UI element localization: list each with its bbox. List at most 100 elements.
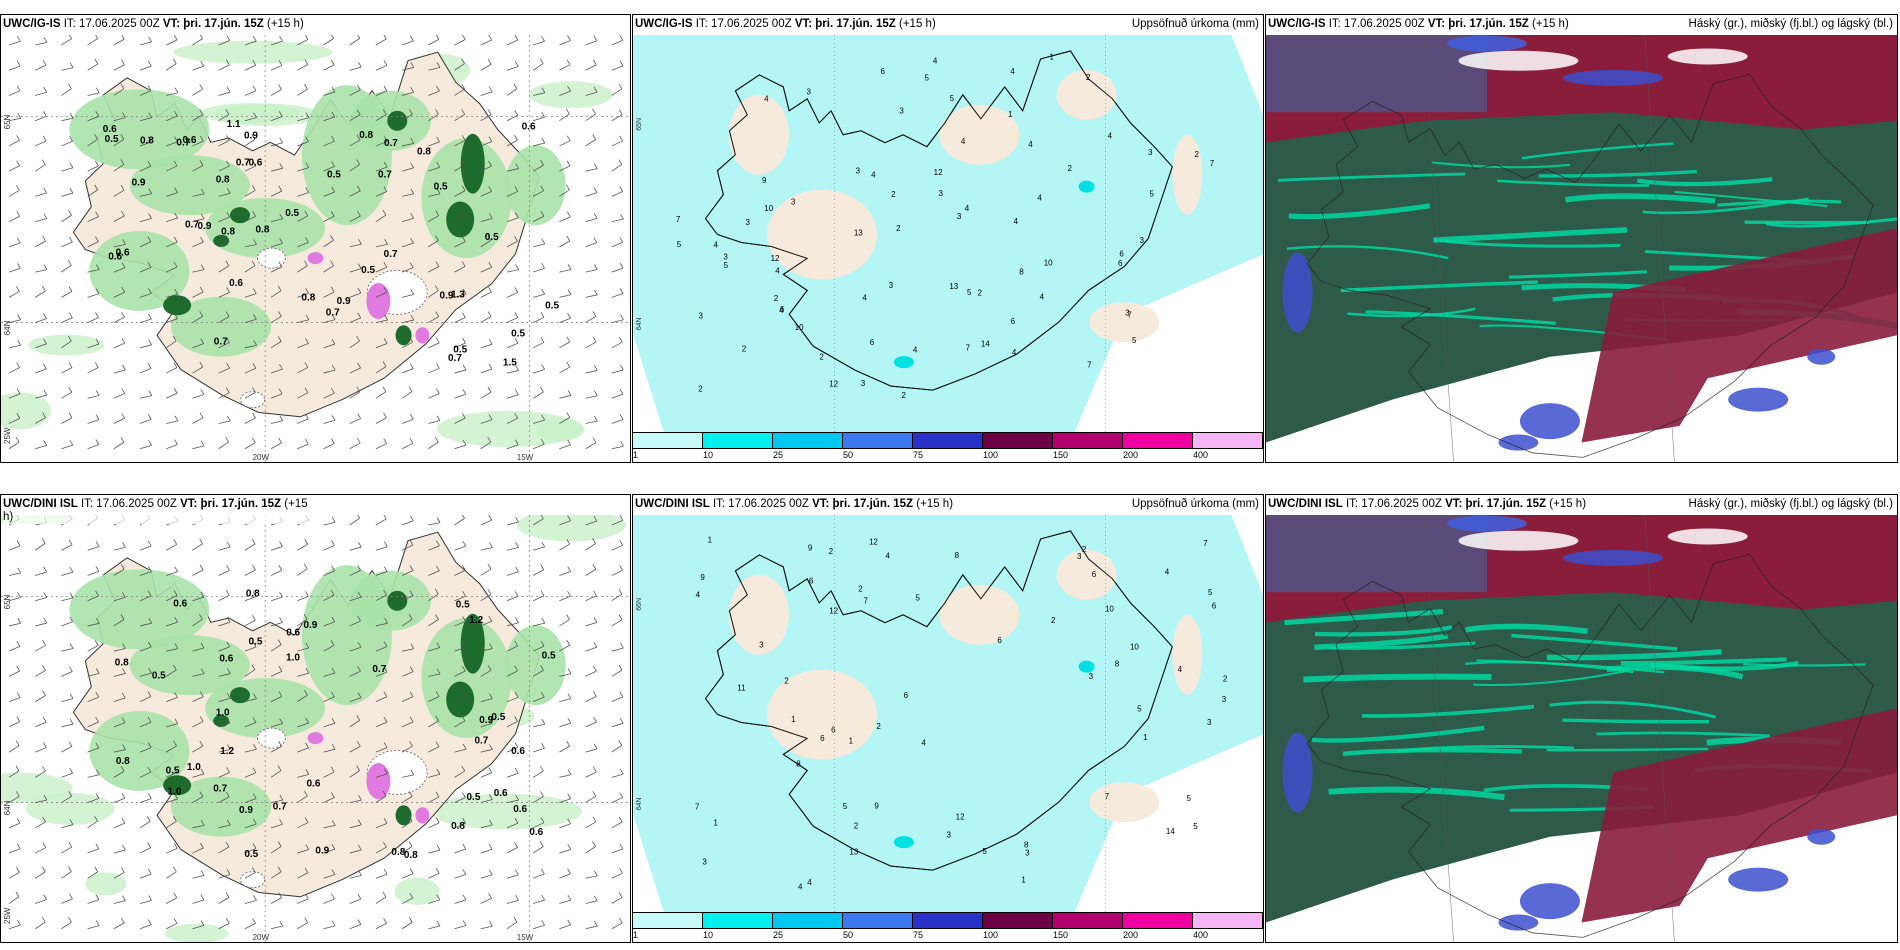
wind-value-label: 0.8: [115, 658, 129, 669]
precip-value-label: 10: [1130, 642, 1139, 651]
precip-value-label: 7: [966, 343, 971, 352]
lat-label-64n: 64N: [3, 320, 12, 335]
precip-value-label: 13: [949, 282, 958, 291]
lon-label-15w: 15W: [517, 933, 534, 942]
lon-label-25w: 25W: [3, 907, 12, 924]
wind-value-label: 0.6: [513, 804, 527, 815]
precip-value-label: 4: [965, 204, 970, 213]
lat-label-65n: 65N: [3, 114, 12, 129]
colorbar-swatch: [843, 432, 913, 449]
panel-title: UWC/IG-IS IT: 17.06.2025 00Z VT: þri. 17…: [1268, 18, 1893, 30]
wind-value-label: 1.0: [216, 708, 230, 719]
colorbar-swatch: [1123, 912, 1193, 929]
title-vt-label: VT:: [794, 18, 813, 30]
precip-value-label: 4: [713, 241, 718, 250]
wind-value-label: 0.9: [479, 715, 493, 726]
precip-value-label: 2: [1068, 164, 1073, 173]
panel-wind-top: UWC/IG-IS IT: 17.06.2025 00Z VT: þri. 17…: [0, 14, 631, 463]
precip-value-label: 3: [1148, 148, 1153, 157]
precip-value-label: 7: [1210, 159, 1215, 168]
wind-value-label: 0.9: [198, 221, 212, 232]
precip-value-label: 2: [1223, 675, 1228, 684]
precip-value-label: 10: [1105, 604, 1114, 613]
panel-precip-bottom: UWC/DINI ISL IT: 17.06.2025 00Z VT: þri.…: [632, 494, 1264, 943]
colorbar-swatch: [1053, 912, 1123, 929]
wind-value-label: 0.9: [337, 296, 351, 307]
precip-value-label: 4: [696, 590, 701, 599]
precip-value-label: 3: [1222, 695, 1227, 704]
title-vt-label: VT:: [180, 498, 198, 510]
wind-value-label: 0.5: [105, 134, 119, 145]
title-vt-value: þri. 17.jún. 15Z: [1448, 18, 1529, 30]
precip-value-label: 3: [1089, 672, 1094, 681]
title-vt-label: VT:: [1427, 18, 1446, 30]
lat-label: 66N: [636, 598, 643, 611]
colorbar-swatch: [1193, 432, 1263, 449]
wind-value-label: 0.9: [440, 290, 454, 301]
wind-value-label: 0.6: [183, 135, 197, 146]
precip-colorbar: 1 10 25 50 75 100 150 200 400: [633, 432, 1263, 462]
wind-value-label: 0.6: [219, 654, 233, 665]
precip-value-label: 7: [1203, 539, 1208, 548]
precip-value-label: 10: [795, 323, 804, 332]
precip-value-label: 3: [946, 830, 951, 839]
panel-wind-bottom: UWC/DINI ISL IT: 17.06.2025 00Z VT: þri.…: [0, 494, 631, 943]
precip-value-label: 4: [1010, 67, 1015, 76]
precip-value-label: 4: [764, 94, 769, 103]
colorbar-tick: 1: [633, 450, 639, 460]
precip-value-label: 4: [921, 739, 926, 748]
colorbar-swatch: [983, 912, 1053, 929]
low-cloud-band: [1266, 112, 1897, 443]
precip-map: 2234534632444326574345343634410910141375…: [633, 35, 1263, 434]
colorbar-swatch: [1193, 912, 1263, 929]
precip-value-label: 2: [774, 294, 779, 303]
precip-value-label: 5: [950, 94, 955, 103]
wind-value-label: 0.8: [256, 224, 270, 235]
precip-value-label: 6: [1092, 570, 1097, 579]
title-vt-value: þri. 17.jún. 15Z: [832, 498, 914, 510]
wind-value-label: 1.2: [220, 746, 234, 757]
panel-title: UWC/IG-IS IT: 17.06.2025 00Z VT: þri. 17…: [635, 18, 1259, 30]
colorbar-tick: 1: [633, 930, 639, 940]
lat-label-64n: 64N: [3, 800, 12, 815]
wind-value-label: 0.6: [307, 779, 321, 790]
title-lead: (+15 h): [1549, 498, 1587, 510]
lon-label-20w: 20W: [253, 453, 270, 462]
precip-value-label: 2: [891, 190, 896, 199]
precip-value-label: 2: [742, 344, 747, 353]
wind-value-label: 0.5: [542, 651, 556, 662]
precip-value-label: 6: [1119, 249, 1124, 258]
colorbar-tick: 50: [843, 930, 854, 940]
panel-precip-top: UWC/IG-IS IT: 17.06.2025 00Z VT: þri. 17…: [632, 14, 1264, 463]
wind-value-label: 1.5: [503, 357, 517, 368]
precip-value-label: 2: [819, 353, 824, 362]
precip-value-label: 2: [854, 822, 859, 831]
panel-title: UWC/IG-IS IT: 17.06.2025 00Z VT: þri. 17…: [3, 18, 626, 30]
precip-value-label: 6: [880, 67, 885, 76]
precip-value-label: 7: [1127, 310, 1132, 319]
lat-label: 64N: [636, 317, 643, 330]
colorbar-tick: 10: [703, 450, 714, 460]
precip-value-label: 1: [791, 715, 796, 724]
precip-value-label: 4: [933, 57, 938, 66]
wind-value-label: 0.5: [166, 765, 180, 776]
colorbar-tick: 200: [1123, 930, 1139, 940]
precip-value-label: 9: [762, 176, 767, 185]
wind-value-label: 0.8: [216, 175, 230, 186]
precip-value-label: 7: [1105, 792, 1110, 801]
wind-value-label: 1.3: [451, 290, 465, 301]
colorbar-tick: 150: [1053, 930, 1069, 940]
precip-value-label: 12: [869, 538, 878, 547]
colorbar-tick: 75: [913, 450, 924, 460]
lon-label-25w: 25W: [3, 427, 12, 444]
wind-value-label: 0.6: [286, 628, 300, 639]
title-vt-value: þri. 17.jún. 15Z: [200, 498, 282, 510]
precip-value-label: 6: [809, 577, 814, 586]
title-it-label: IT:: [80, 498, 94, 510]
precip-value-label: 4: [862, 293, 867, 302]
precip-value-label: 4: [961, 137, 966, 146]
lat-label: 64N: [636, 797, 643, 810]
precip-value-label: 12: [934, 168, 943, 177]
precip-value-label: 5: [1193, 822, 1198, 831]
precip-value-label: 1: [714, 819, 719, 828]
